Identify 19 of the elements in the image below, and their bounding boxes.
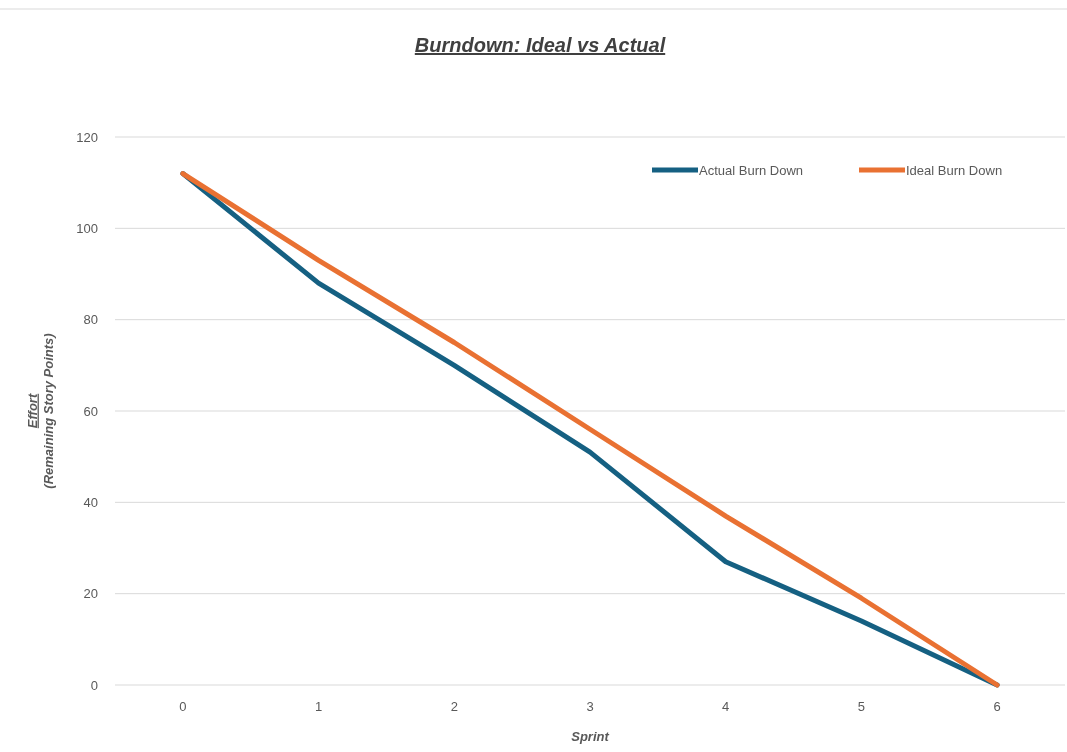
x-tick-label: 6 — [993, 699, 1001, 714]
x-tick-label: 2 — [450, 699, 458, 714]
x-tick-label: 3 — [586, 699, 594, 714]
y-tick-label: 60 — [83, 403, 98, 419]
y-tick-label: 80 — [83, 312, 98, 328]
x-tick-label: 0 — [179, 699, 187, 714]
y-axis-title: Effort (Remaining Story Points) — [24, 333, 56, 489]
x-axis-title: Sprint — [571, 729, 610, 744]
x-tick-label: 5 — [857, 699, 866, 714]
x-tick-label: 4 — [722, 699, 730, 714]
chart-title: Burndown: Ideal vs Actual — [414, 34, 666, 56]
y-tick-label: 0 — [90, 677, 98, 693]
y-tick-label: 40 — [83, 494, 98, 510]
y-tick-label: 20 — [83, 586, 98, 602]
y-tick-label: 100 — [76, 220, 98, 236]
x-tick-label: 1 — [314, 699, 323, 714]
legend-label: Actual Burn Down — [699, 162, 804, 178]
legend-label: Ideal Burn Down — [906, 162, 1003, 178]
y-tick-label: 120 — [76, 129, 98, 145]
